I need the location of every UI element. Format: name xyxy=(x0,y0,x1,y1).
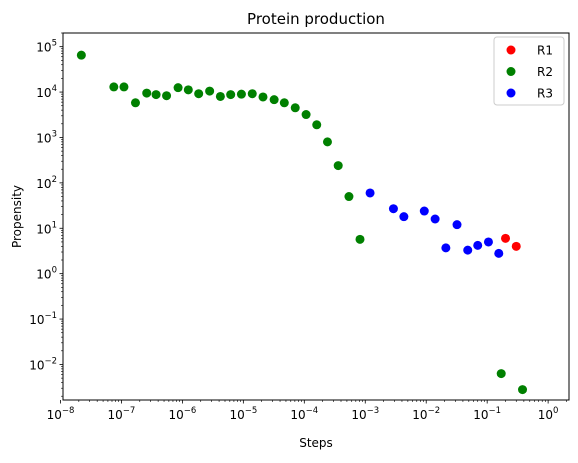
x-tick-label: 10−3 xyxy=(351,406,379,422)
legend-label-r2: R2 xyxy=(537,65,553,79)
x-tick-label: 10−2 xyxy=(412,406,440,422)
y-tick-label: 10−2 xyxy=(29,356,57,372)
x-tick-label: 10−5 xyxy=(229,406,257,422)
y-axis: 10−2 10−1 100 101 102 103 104 105 xyxy=(29,32,63,397)
data-point-r3 xyxy=(365,188,375,198)
data-point-r3 xyxy=(473,240,483,250)
legend: R1 R2 R3 xyxy=(493,36,565,106)
data-point-r3 xyxy=(419,206,429,216)
data-point-r3 xyxy=(388,204,398,214)
data-point-r2 xyxy=(119,82,129,92)
data-point-r2 xyxy=(279,98,289,108)
x-tick-label: 10−7 xyxy=(108,406,136,422)
data-point-r2 xyxy=(215,91,225,101)
data-point-r2 xyxy=(194,89,204,99)
series-r1 xyxy=(501,233,521,251)
x-tick-label: 10−6 xyxy=(168,406,196,422)
series-r3 xyxy=(365,188,504,258)
data-point-r3 xyxy=(483,237,493,247)
data-point-r2 xyxy=(173,83,183,93)
legend-label-r3: R3 xyxy=(537,87,553,101)
legend-marker-r1 xyxy=(506,45,516,55)
x-tick-label: 10−1 xyxy=(473,406,501,422)
data-point-r2 xyxy=(269,95,279,105)
data-point-r2 xyxy=(162,91,172,101)
x-tick-label: 100 xyxy=(538,406,559,422)
data-point-r2 xyxy=(333,161,343,171)
y-tick-label: 105 xyxy=(36,39,57,55)
chart-title: Protein production xyxy=(247,10,385,28)
x-tick-label: 10−4 xyxy=(290,406,318,422)
data-point-r1 xyxy=(501,233,511,243)
y-tick-label: 10−1 xyxy=(29,311,57,327)
data-point-r2 xyxy=(205,86,215,96)
data-point-r2 xyxy=(290,103,300,113)
x-tick-label: 10−8 xyxy=(47,406,75,422)
data-point-r2 xyxy=(247,89,257,99)
data-point-r2 xyxy=(518,385,528,395)
data-point-r2 xyxy=(142,88,152,98)
legend-marker-r2 xyxy=(506,67,516,76)
data-point-r3 xyxy=(452,220,462,230)
data-point-r2 xyxy=(312,120,322,130)
data-point-r2 xyxy=(236,89,246,99)
data-point-r2 xyxy=(496,369,506,379)
x-axis: 10−8 10−7 10−6 10−5 10−4 10−3 10−2 10−1 100 xyxy=(47,400,567,422)
data-point-r2 xyxy=(76,50,86,60)
data-point-r2 xyxy=(322,137,332,147)
y-tick-label: 104 xyxy=(36,84,57,100)
data-point-r2 xyxy=(151,90,161,100)
x-axis-label: Steps xyxy=(299,436,333,450)
data-point-r2 xyxy=(301,110,311,120)
data-point-r3 xyxy=(494,248,504,258)
data-point-r3 xyxy=(430,214,440,224)
data-point-r3 xyxy=(463,245,473,255)
plot-frame xyxy=(62,32,570,401)
data-point-r3 xyxy=(441,243,451,253)
y-tick-label: 101 xyxy=(36,220,57,236)
data-points xyxy=(76,50,528,395)
y-axis-label: Propensity xyxy=(10,185,24,248)
data-point-r1 xyxy=(511,241,521,251)
y-tick-label: 100 xyxy=(36,266,57,282)
data-point-r2 xyxy=(183,85,193,95)
data-point-r3 xyxy=(399,212,409,222)
y-tick-label: 103 xyxy=(36,129,57,145)
data-point-r2 xyxy=(344,192,354,202)
legend-box xyxy=(493,36,565,106)
legend-label-r1: R1 xyxy=(537,44,553,58)
y-tick-label: 102 xyxy=(36,175,57,191)
data-point-r2 xyxy=(258,92,268,102)
data-point-r2 xyxy=(226,90,236,100)
data-point-r2 xyxy=(130,98,140,108)
legend-marker-r3 xyxy=(506,88,516,98)
data-point-r2 xyxy=(109,82,119,92)
data-point-r2 xyxy=(355,234,365,244)
series-r2 xyxy=(76,50,528,395)
